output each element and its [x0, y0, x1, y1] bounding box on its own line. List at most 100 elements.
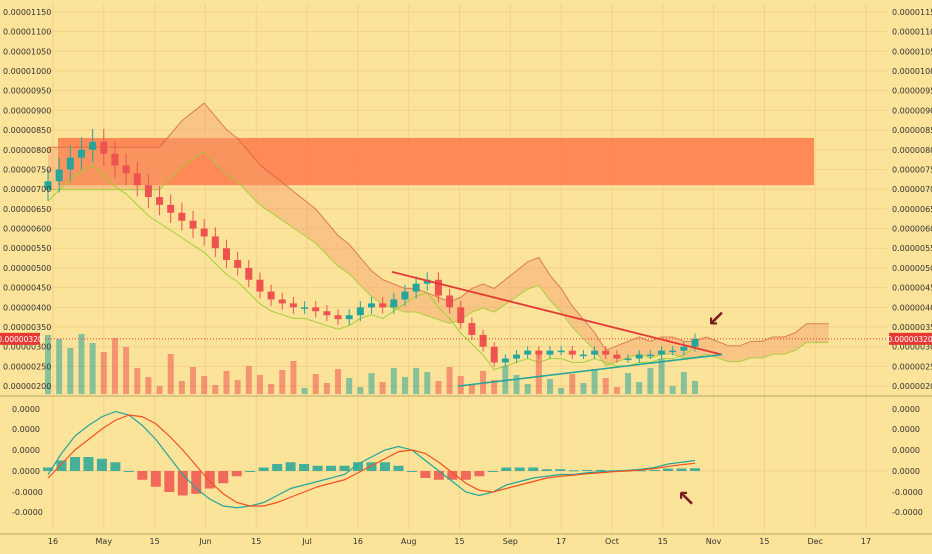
- y-tick-label-right: 0.00001050: [892, 47, 932, 56]
- y-tick-label-right: 0.00001100: [892, 28, 932, 37]
- x-tick-label: 15: [658, 537, 668, 546]
- volume-bar: [368, 373, 375, 394]
- macd-histogram-bar: [218, 471, 229, 484]
- current-price-tag-left: [0, 332, 40, 345]
- x-tick-label: May: [96, 537, 113, 546]
- x-tick-label: 17: [861, 537, 871, 546]
- volume-bar: [78, 334, 85, 394]
- volume-bar: [268, 384, 275, 394]
- y-tick-label-left: 0.00000950: [3, 87, 51, 96]
- volume-bar: [513, 375, 520, 394]
- macd-histogram-bar: [582, 469, 593, 471]
- macd-histogram-bar: [285, 462, 296, 471]
- volume-bar: [123, 347, 130, 394]
- y-tick-label-left: 0.00000900: [3, 106, 51, 115]
- candle-body: [691, 338, 699, 347]
- candle-body: [178, 212, 186, 221]
- candle-body: [167, 204, 175, 213]
- macd-y-label-left: 0.0000: [12, 467, 40, 476]
- macd-histogram-bar: [636, 470, 647, 472]
- macd-histogram-bar: [487, 471, 498, 472]
- macd-line: [47, 410, 696, 509]
- candle-body: [591, 350, 599, 355]
- volume-bar: [212, 385, 219, 394]
- volume-bar: [301, 388, 308, 394]
- candle-body: [211, 236, 219, 249]
- volume-bar: [134, 368, 141, 394]
- annotation-layer: ↙ ↖: [677, 307, 725, 512]
- candle-body: [490, 346, 498, 363]
- resistance-zone: [58, 137, 814, 186]
- macd-histogram-bar: [299, 464, 310, 471]
- macd-panel-layer[interactable]: [43, 410, 700, 509]
- macd-histogram-bar: [676, 468, 687, 471]
- macd-histogram-bar: [312, 465, 323, 471]
- y-tick-label-right: 0.00000950: [892, 87, 932, 96]
- trendlines-layer: [45, 271, 887, 387]
- macd-histogram-bar: [43, 467, 53, 471]
- macd-histogram-bar: [366, 462, 377, 471]
- y-tick-label-left: 0.00000200: [3, 382, 51, 391]
- volume-bar: [56, 339, 63, 394]
- candle-body: [423, 279, 431, 284]
- x-tick-label: 15: [150, 537, 160, 546]
- x-tick-label: 15: [454, 537, 464, 546]
- candle-body: [323, 311, 331, 316]
- candle-body: [278, 299, 286, 304]
- candle-body: [156, 197, 164, 205]
- y-tick-label-right: 0.00000700: [892, 185, 932, 194]
- volume-bar: [45, 335, 51, 394]
- macd-histogram-bar: [595, 469, 606, 471]
- macd-histogram-bar: [83, 457, 94, 471]
- candlestick-layer[interactable]: [44, 128, 699, 367]
- candle-body: [55, 169, 63, 182]
- y-tick-label-right: 0.00000250: [892, 362, 932, 371]
- candle-body: [334, 315, 342, 320]
- candle-body: [624, 358, 632, 361]
- candle-body: [535, 350, 543, 355]
- macd-y-label-left: -0.0000: [12, 488, 43, 497]
- y-tick-label-right: 0.00000850: [892, 126, 932, 135]
- candle-body: [524, 350, 532, 355]
- volume-bar: [245, 366, 252, 394]
- macd-histogram-bar: [245, 471, 256, 472]
- candle-body: [111, 153, 119, 166]
- candle-body: [446, 295, 454, 308]
- grid-lines: [45, 4, 887, 530]
- volume-bar: [335, 369, 342, 394]
- macd-histogram-bar: [137, 471, 148, 480]
- trendline-down: [391, 271, 723, 356]
- candle-body: [613, 354, 621, 359]
- candle-body: [100, 141, 108, 154]
- volume-bar: [636, 382, 643, 394]
- x-tick-label: 16: [353, 537, 363, 546]
- candle-body: [289, 303, 297, 308]
- macd-y-label-right: 0.0000: [892, 405, 920, 414]
- candle-body: [635, 354, 643, 359]
- candle-body: [412, 283, 420, 292]
- candle-body: [557, 350, 565, 353]
- volume-bar: [446, 367, 453, 394]
- volume-bar: [256, 375, 263, 394]
- macd-histogram-bar: [420, 471, 431, 478]
- candle-body: [200, 228, 208, 237]
- macd-histogram-bar: [568, 470, 579, 472]
- y-tick-label-left: 0.00001150: [3, 8, 51, 17]
- macd-histogram-bar: [258, 467, 269, 471]
- volume-bars-layer: [45, 334, 698, 394]
- y-tick-label-right: 0.00001000: [892, 67, 932, 76]
- macd-histogram-bar: [177, 471, 188, 496]
- volume-bar: [413, 368, 420, 394]
- macd-histogram-bar: [447, 471, 458, 480]
- macd-histogram-bar: [406, 471, 417, 472]
- candle-body: [646, 354, 654, 357]
- macd-histogram-bar: [339, 465, 350, 471]
- volume-bar: [290, 361, 297, 394]
- current-price-tag-right: [889, 332, 932, 345]
- y-tick-label-right: 0.00000750: [892, 165, 932, 174]
- volume-bar: [178, 381, 185, 394]
- macd-histogram-bar: [272, 464, 283, 471]
